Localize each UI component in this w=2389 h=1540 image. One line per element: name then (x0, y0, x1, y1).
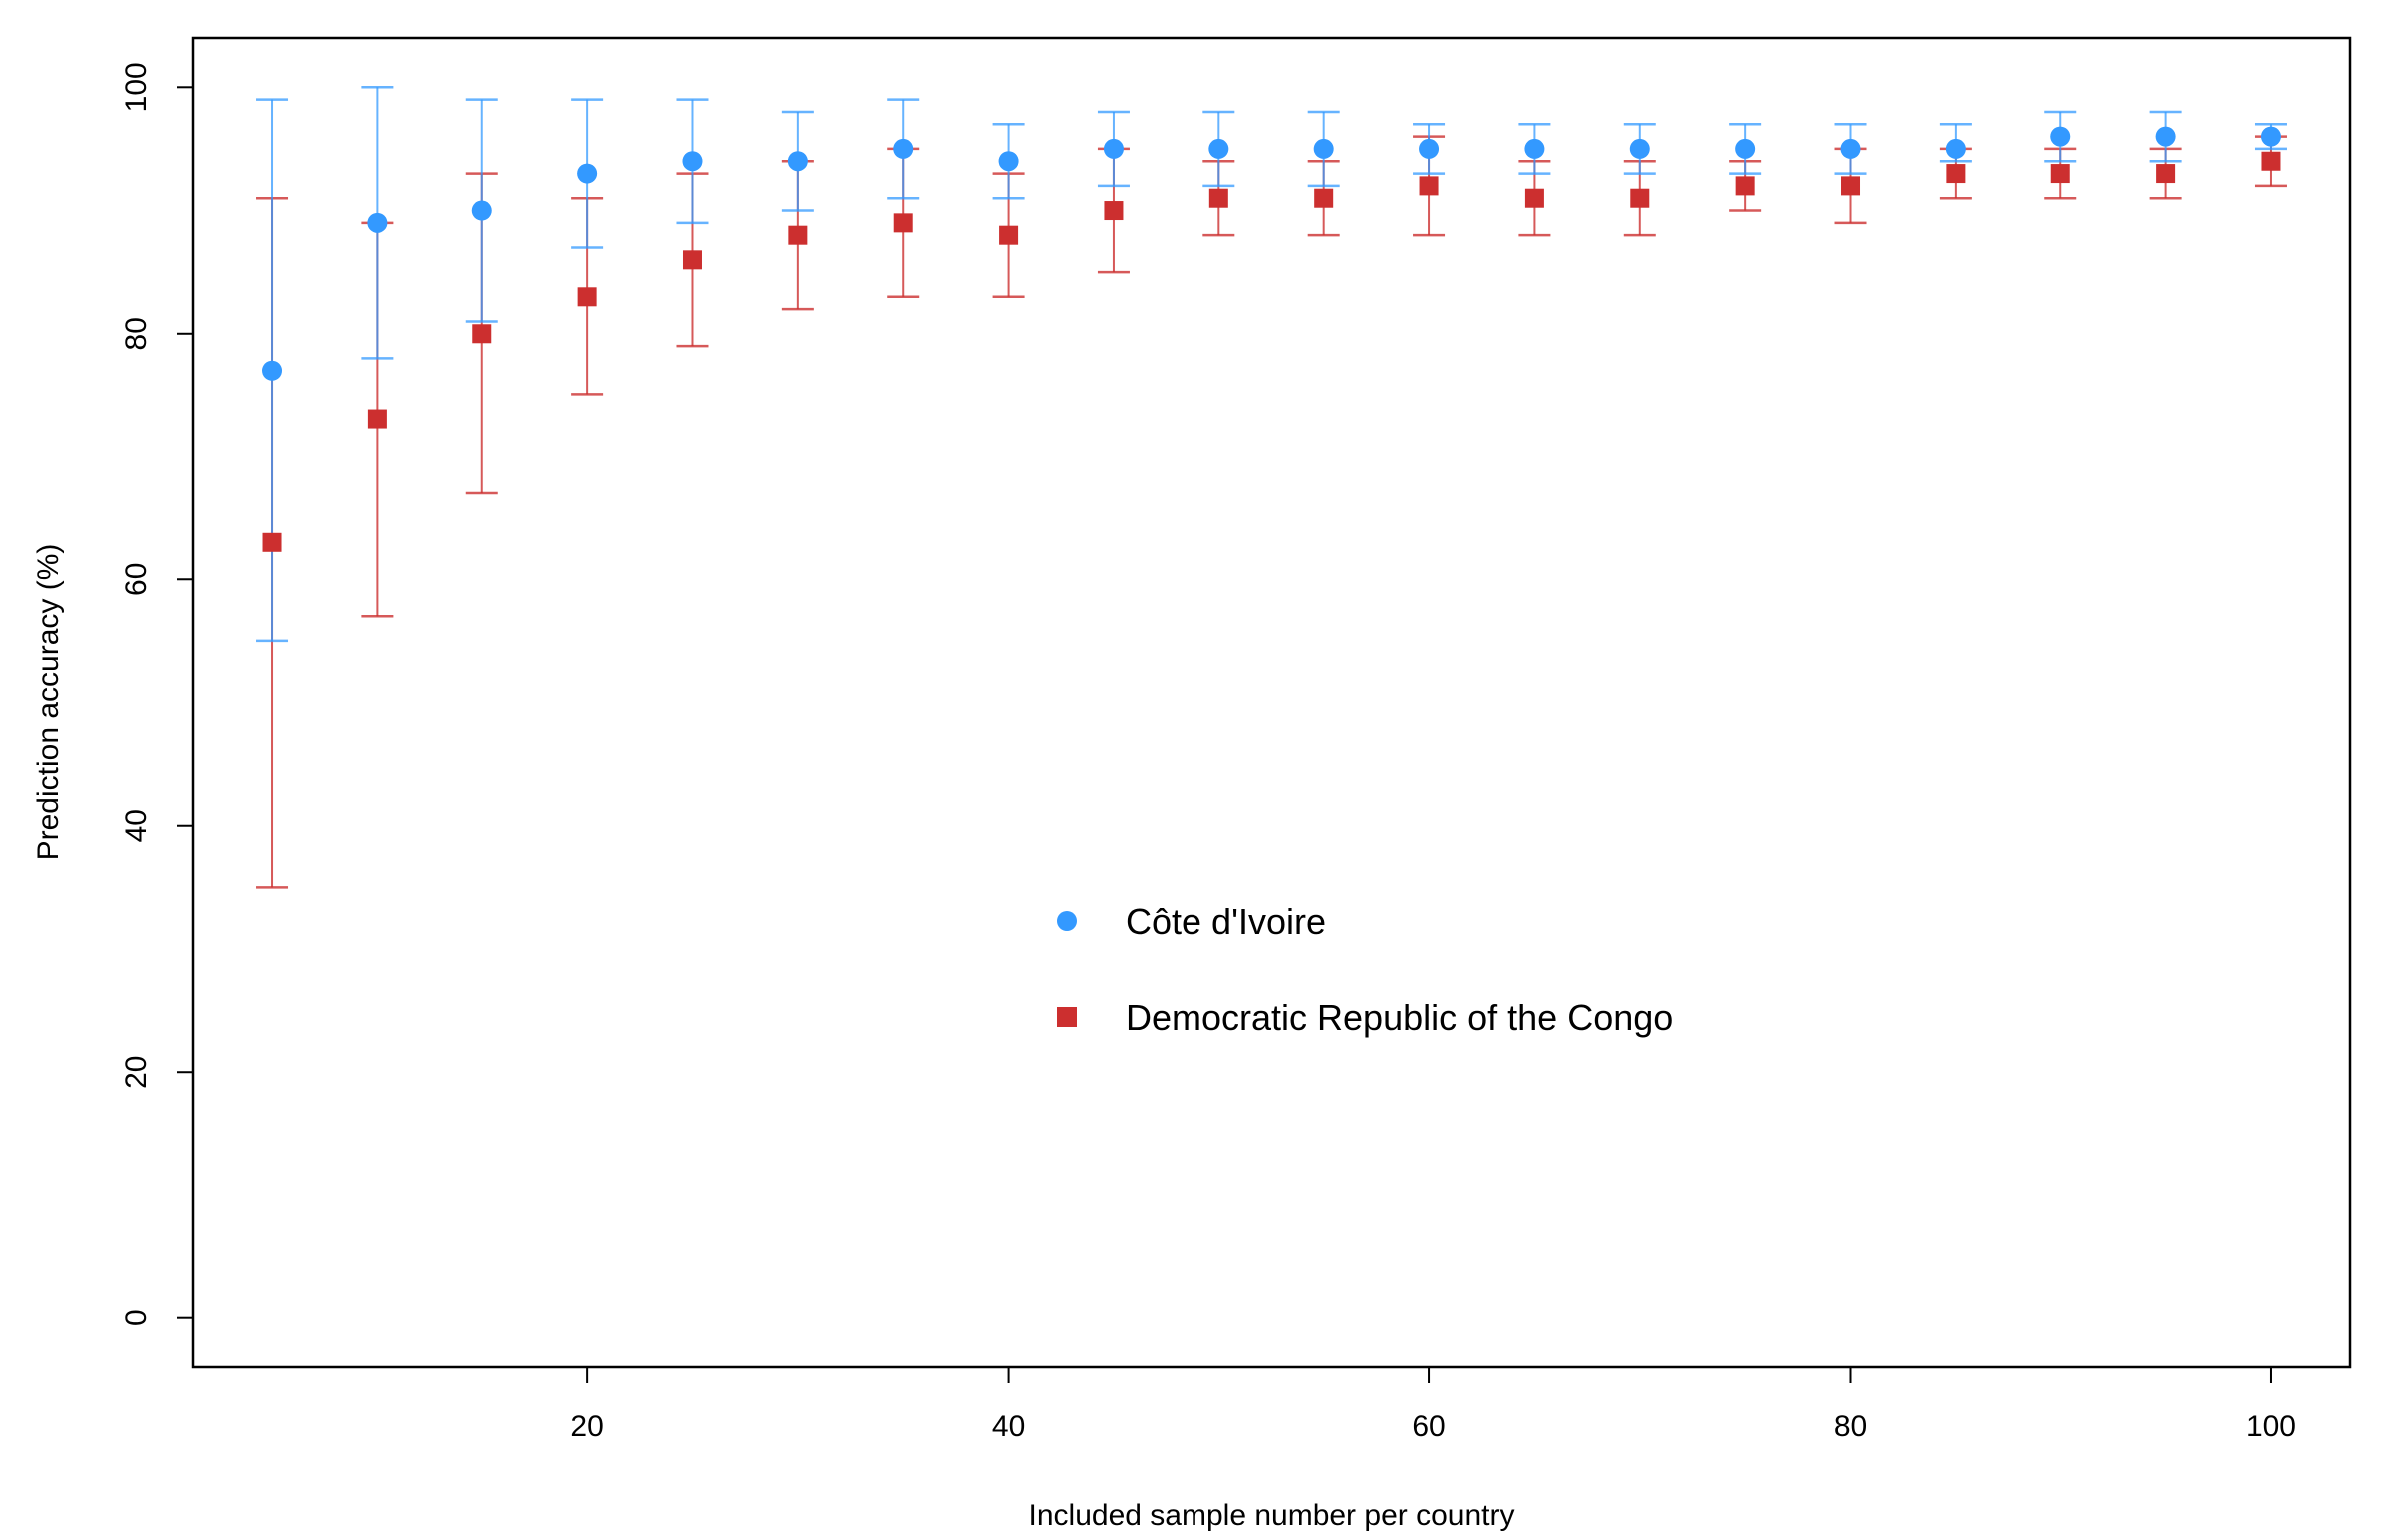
legend-label-drc: Democratic Republic of the Congo (1126, 997, 1673, 1038)
point-drc (1735, 176, 1755, 196)
point-cote-divoire (1735, 138, 1756, 159)
point-cote-divoire (1103, 138, 1124, 159)
x-axis-label: Included sample number per country (1029, 1499, 1515, 1532)
point-drc (367, 409, 387, 429)
point-cote-divoire (682, 151, 703, 172)
point-drc (577, 287, 597, 307)
point-cote-divoire (367, 212, 388, 233)
y-tick-label: 20 (120, 1056, 153, 1089)
point-cote-divoire (1208, 138, 1229, 159)
point-drc (1841, 176, 1861, 196)
x-tick-label: 100 (2246, 1410, 2296, 1443)
data-points (262, 126, 2281, 552)
x-tick-label: 40 (992, 1410, 1025, 1443)
legend-marker-drc (1057, 1007, 1077, 1027)
point-cote-divoire (2050, 126, 2071, 147)
legend: Côte d'Ivoire Democratic Republic of the… (1057, 901, 1673, 1038)
y-tick-label: 100 (120, 62, 153, 112)
point-drc (788, 225, 808, 245)
point-cote-divoire (1629, 138, 1650, 159)
y-tick-label: 0 (120, 1309, 153, 1326)
x-tick-label: 60 (1412, 1410, 1445, 1443)
point-drc (1946, 164, 1966, 184)
y-tick-label: 40 (120, 809, 153, 842)
point-drc (1419, 176, 1439, 196)
point-cote-divoire (787, 151, 808, 172)
point-drc (2050, 164, 2070, 184)
point-drc (1104, 201, 1124, 221)
y-axis-label: Prediction accuracy (%) (32, 544, 65, 861)
legend-label-cote-divoire: Côte d'Ivoire (1126, 901, 1326, 942)
point-cote-divoire (2260, 126, 2281, 147)
x-tick-label: 20 (570, 1410, 603, 1443)
plot-frame (191, 36, 2352, 1369)
point-cote-divoire (1840, 138, 1861, 159)
point-cote-divoire (1524, 138, 1545, 159)
point-drc (1524, 188, 1544, 208)
point-cote-divoire (471, 200, 492, 221)
legend-marker-cote-divoire (1057, 911, 1077, 931)
point-cote-divoire (998, 151, 1019, 172)
point-cote-divoire (577, 163, 598, 184)
point-cote-divoire (1945, 138, 1966, 159)
point-cote-divoire (1419, 138, 1440, 159)
point-drc (2261, 151, 2281, 171)
point-drc (2156, 164, 2176, 184)
point-drc (1314, 188, 1334, 208)
point-drc (1630, 188, 1650, 208)
point-cote-divoire (893, 138, 914, 159)
point-drc (682, 250, 702, 270)
point-cote-divoire (1313, 138, 1334, 159)
x-tick-label: 80 (1834, 1410, 1867, 1443)
point-cote-divoire (262, 360, 283, 381)
point-drc (893, 213, 913, 233)
point-drc (472, 324, 492, 344)
y-tick-label: 60 (120, 563, 153, 596)
point-cote-divoire (2155, 126, 2176, 147)
y-tick-label: 80 (120, 317, 153, 350)
point-drc (999, 225, 1019, 245)
point-drc (1208, 188, 1228, 208)
point-drc (262, 532, 282, 552)
axes: 20 40 60 80 100 0 20 40 60 80 100 (120, 62, 2296, 1443)
